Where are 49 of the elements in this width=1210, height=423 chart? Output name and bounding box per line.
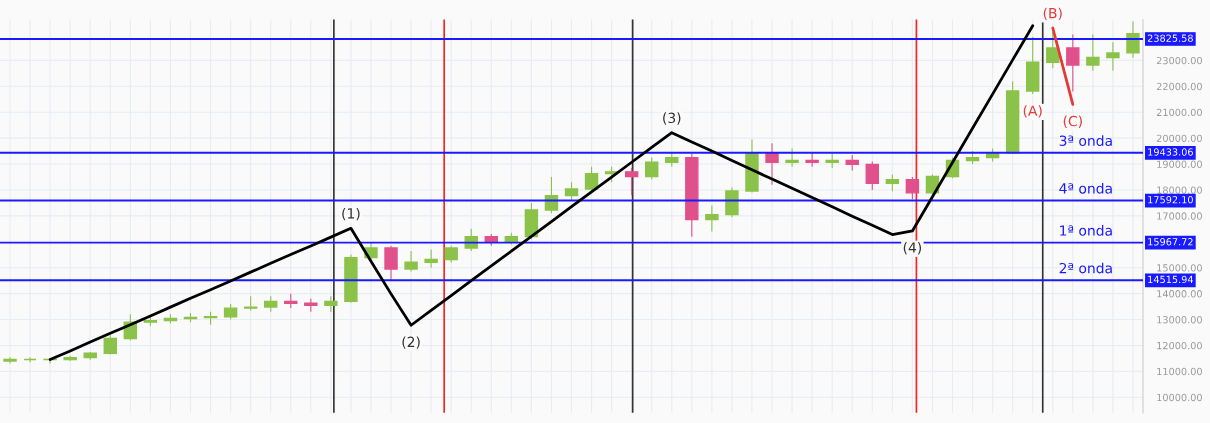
candlestick <box>865 160 880 191</box>
annotation: (B) <box>1043 7 1062 21</box>
candlestick <box>23 356 37 363</box>
y-tick-label: 23000.00 <box>1156 56 1202 65</box>
candlestick <box>1046 31 1060 69</box>
y-tick-label: 19000.00 <box>1157 160 1202 168</box>
annotation: (3) <box>663 112 681 125</box>
candlestick <box>1066 33 1080 93</box>
annotation: (2) <box>402 336 420 349</box>
candlestick <box>1086 33 1100 72</box>
ref-line-label: 14515.94 <box>1148 275 1194 284</box>
annotation: (A) <box>1023 105 1042 118</box>
y-tick-label: 21000.00 <box>1156 108 1202 117</box>
candlestick <box>384 245 398 282</box>
annotation: (C) <box>1063 115 1082 128</box>
candlestick <box>805 151 819 168</box>
ref-line-label: 15967.72 <box>1148 238 1193 246</box>
annotation: 1ª onda <box>1060 225 1112 236</box>
candlestick <box>564 181 579 201</box>
y-tick-label: 18000.00 <box>1157 186 1202 194</box>
annotation: 4ª onda <box>1059 182 1112 194</box>
y-tick-label: 20000.00 <box>1156 134 1202 142</box>
y-tick-label: 11000.00 <box>1157 367 1202 376</box>
candlestick <box>424 249 438 269</box>
y-tick-label: 12000.00 <box>1157 341 1202 350</box>
annotation: (4) <box>903 242 922 255</box>
candlestick <box>725 186 739 218</box>
candlestick <box>644 157 659 181</box>
ref-line-label: 19433.06 <box>1148 148 1193 156</box>
candlestick <box>1106 41 1120 72</box>
candlestick <box>324 295 338 313</box>
y-tick-label: 13000.00 <box>1157 316 1202 324</box>
y-tick-label: 10000.00 <box>1157 393 1202 402</box>
candlestick <box>3 356 17 365</box>
candlestick <box>624 167 639 196</box>
annotation: 3ª onda <box>1059 135 1112 146</box>
candlestick <box>103 334 118 356</box>
candlestick <box>905 176 920 200</box>
y-tick-label: 22000.00 <box>1156 82 1202 91</box>
ref-line-label: 17592.10 <box>1148 196 1193 204</box>
candlestick <box>705 204 719 232</box>
y-tick-label: 17000.00 <box>1157 212 1202 220</box>
candlestick <box>785 147 799 168</box>
y-tick-label: 15000.00 <box>1157 264 1202 272</box>
candlestick <box>404 250 418 273</box>
ref-line-label: 23825.58 <box>1147 34 1193 42</box>
annotation: (1) <box>342 207 360 221</box>
annotation: 2ª onda <box>1059 262 1112 274</box>
y-tick-label: 14000.00 <box>1157 290 1202 298</box>
